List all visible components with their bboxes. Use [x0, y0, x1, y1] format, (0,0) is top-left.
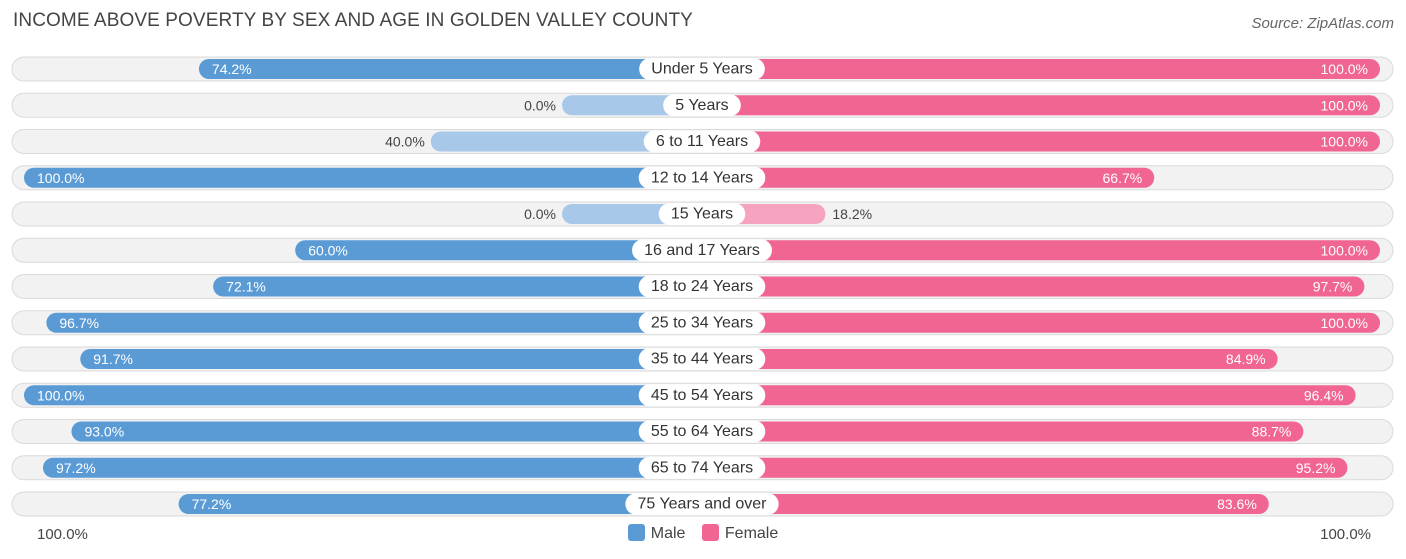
category-label: 75 Years and over	[638, 496, 768, 513]
legend: Male Female	[0, 524, 1406, 543]
female-value-label: 96.4%	[1304, 387, 1344, 403]
male-value-label: 40.0%	[385, 134, 425, 150]
female-bar	[702, 421, 1304, 442]
category-label: Under 5 Years	[651, 61, 752, 78]
category-pill	[639, 58, 765, 80]
male-bar	[46, 312, 702, 333]
female-bar	[702, 385, 1356, 406]
category-pill	[638, 384, 766, 407]
category-label: 16 and 17 Years	[644, 242, 760, 259]
category-label: 15 Years	[671, 206, 733, 223]
chart-source: Source: ZipAtlas.com	[1251, 15, 1394, 32]
male-bar	[430, 131, 702, 152]
male-value-label: 74.2%	[212, 61, 252, 77]
male-value-label: 77.2%	[192, 496, 232, 512]
category-pill	[658, 203, 746, 225]
axis-left-label: 100.0%	[37, 526, 88, 543]
male-bar	[198, 59, 702, 79]
female-value-label: 100.0%	[1321, 97, 1368, 113]
male-bar	[80, 349, 703, 369]
male-value-label: 91.7%	[93, 351, 133, 367]
male-bar	[24, 385, 702, 406]
male-bar	[213, 276, 703, 297]
female-bar	[702, 167, 1155, 188]
female-bar	[702, 95, 1380, 116]
category-pill	[663, 94, 741, 117]
female-bar	[702, 240, 1380, 261]
male-value-label: 60.0%	[308, 242, 348, 258]
male-value-label: 100.0%	[37, 170, 84, 186]
male-bar	[295, 240, 702, 261]
chart-title: INCOME ABOVE POVERTY BY SEX AND AGE IN G…	[13, 10, 693, 31]
male-value-label: 100.0%	[37, 387, 84, 403]
legend-item-male: Male	[627, 524, 686, 543]
male-value-label: 72.1%	[226, 279, 266, 295]
category-pill	[625, 493, 779, 515]
category-label: 55 to 64 Years	[651, 423, 753, 440]
category-pill	[638, 348, 766, 370]
female-bar	[702, 59, 1380, 79]
category-label: 6 to 11 Years	[656, 133, 748, 150]
male-value-label: 97.2%	[56, 460, 96, 476]
legend-swatch-male	[627, 524, 645, 541]
female-value-label: 100.0%	[1321, 61, 1368, 77]
female-bar	[702, 276, 1365, 297]
female-bar	[702, 494, 1269, 514]
male-value-label: 0.0%	[524, 206, 556, 222]
male-bar	[71, 421, 702, 442]
legend-label-male: Male	[650, 525, 686, 542]
axis-right-label: 100.0%	[1320, 526, 1371, 543]
male-value-label: 0.0%	[524, 97, 556, 113]
category-pill	[638, 166, 766, 189]
category-label: 12 to 14 Years	[651, 169, 753, 186]
category-label: 18 to 24 Years	[651, 278, 753, 295]
male-bar	[178, 494, 703, 514]
female-value-label: 97.7%	[1313, 279, 1353, 295]
category-label: 25 to 34 Years	[651, 314, 753, 331]
category-label: 5 Years	[675, 97, 728, 114]
female-value-label: 100.0%	[1321, 242, 1368, 258]
category-pill	[638, 456, 766, 479]
category-pill	[632, 239, 772, 262]
female-value-label: 100.0%	[1321, 134, 1368, 150]
female-bar	[702, 457, 1348, 478]
female-bar	[702, 349, 1278, 369]
male-value-label: 96.7%	[59, 315, 99, 331]
legend-swatch-female	[701, 524, 719, 541]
category-pill	[638, 420, 766, 443]
category-pill	[638, 275, 766, 298]
female-value-label: 83.6%	[1217, 496, 1257, 512]
male-value-label: 93.0%	[84, 424, 124, 440]
male-bar	[24, 167, 702, 188]
female-bar	[702, 131, 1380, 152]
female-value-label: 100.0%	[1321, 315, 1368, 331]
male-bar	[42, 457, 702, 478]
legend-item-female: Female	[701, 524, 779, 543]
legend-label-female: Female	[724, 525, 779, 542]
category-label: 45 to 54 Years	[651, 387, 753, 404]
female-value-label: 88.7%	[1252, 424, 1292, 440]
female-value-label: 95.2%	[1296, 460, 1336, 476]
female-value-label: 84.9%	[1226, 351, 1266, 367]
category-label: 35 to 44 Years	[651, 351, 753, 368]
category-pill	[638, 311, 766, 334]
female-value-label: 18.2%	[832, 206, 872, 222]
female-bar	[702, 312, 1380, 333]
female-value-label: 66.7%	[1103, 170, 1143, 186]
category-label: 65 to 74 Years	[651, 459, 753, 476]
category-pill	[643, 130, 761, 153]
